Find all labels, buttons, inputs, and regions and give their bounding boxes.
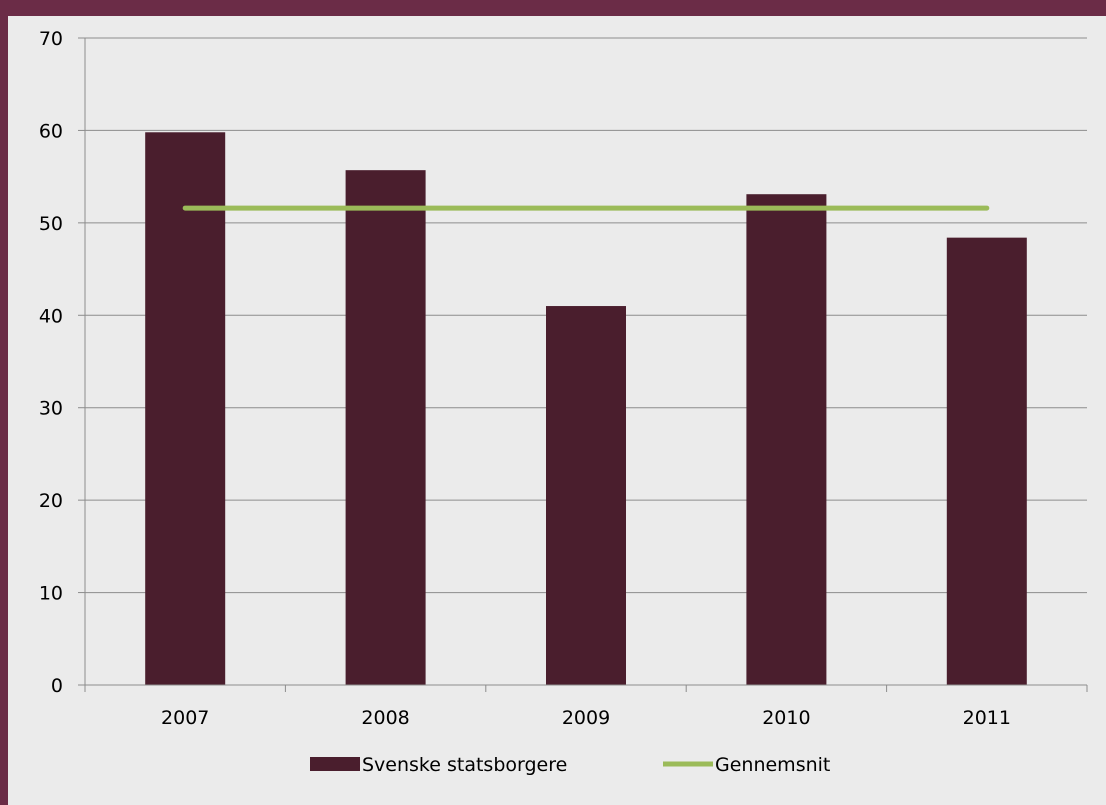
y-tick-label: 10 — [39, 583, 63, 605]
legend-line-label: Gennemsnit — [715, 754, 830, 776]
bar — [345, 170, 426, 685]
x-tick-label: 2011 — [963, 707, 1011, 729]
bar — [546, 306, 626, 685]
y-tick-label: 40 — [39, 305, 63, 327]
x-tick-label: 2008 — [361, 707, 409, 729]
x-axis: 2007 2008 2009 2010 2011 — [84, 684, 1088, 729]
y-tick-label: 60 — [39, 120, 63, 142]
bar — [946, 237, 1027, 685]
y-axis-ticks: 0 10 20 30 40 50 60 70 — [39, 28, 86, 697]
x-tick-label: 2007 — [161, 707, 209, 729]
legend: Svenske statsborgere Gennemsnit — [310, 754, 830, 776]
y-tick-label: 30 — [39, 398, 63, 420]
x-tick-label: 2009 — [562, 707, 610, 729]
y-tick-label: 20 — [39, 490, 63, 512]
y-tick-label: 70 — [39, 28, 63, 50]
bar — [746, 194, 827, 685]
x-tick-label: 2010 — [762, 707, 810, 729]
legend-bar-swatch — [310, 757, 360, 771]
y-tick-label: 0 — [51, 675, 63, 697]
bar-series — [145, 132, 1027, 685]
legend-bar-label: Svenske statsborgere — [362, 754, 567, 776]
y-tick-label: 50 — [39, 213, 63, 235]
bar — [145, 132, 226, 685]
